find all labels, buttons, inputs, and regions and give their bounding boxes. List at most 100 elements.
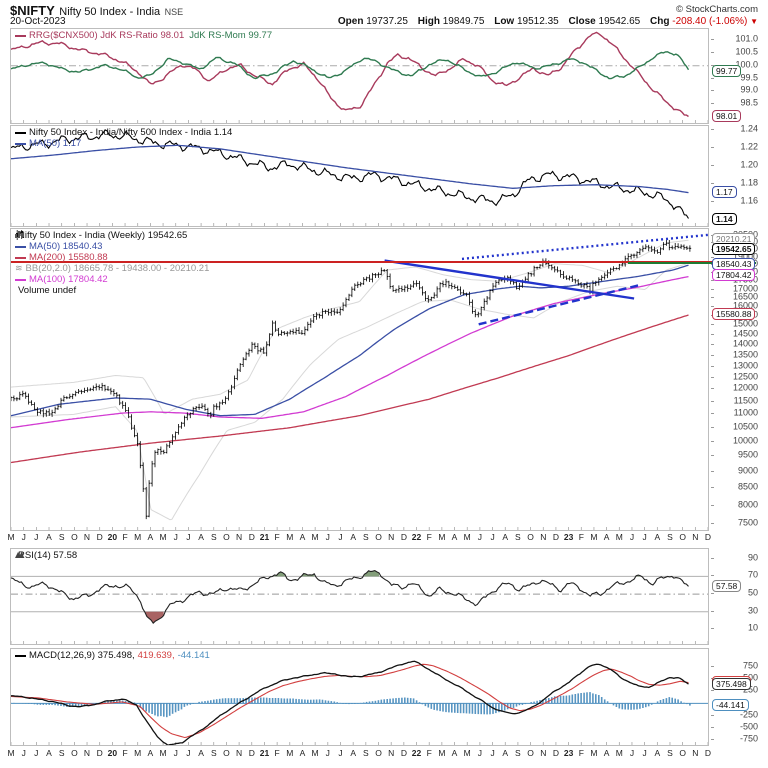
chg-label: Chg	[650, 16, 670, 27]
price-legend: Nifty 50 Index - India (Weekly) 19542.65…	[15, 230, 209, 296]
x-axis-label: J	[325, 532, 330, 542]
x-axis-label: A	[451, 748, 458, 758]
x-axis-label: A	[198, 532, 204, 542]
y-axis-label: 14000	[732, 338, 758, 349]
x-axis-label: M	[159, 748, 167, 758]
macd-panel: MACD(12,26,9) 375.498, 419.639, -44.141	[10, 648, 709, 746]
ma200-legend: MA(200) 15580.88	[29, 252, 108, 263]
price-chart-svg	[11, 233, 708, 530]
x-axis-label: S	[515, 748, 521, 758]
x-axis-label: A	[603, 748, 610, 758]
y-axis-label: 11500	[733, 395, 758, 406]
rsi-legend-text: RSI(14) 57.58	[18, 550, 78, 561]
ma200-line-icon	[15, 256, 26, 259]
y-axis-label: 50	[747, 587, 758, 598]
x-axis-label: N	[692, 532, 699, 542]
price-legend-text: Nifty 50 Index - India (Weekly) 19542.65	[18, 230, 188, 241]
y-axis-label: 70	[747, 569, 758, 580]
y-axis-label: 250	[742, 684, 758, 695]
x-axis-label: J	[186, 748, 191, 758]
rs-ratio-legend: RRG($CNX500) JdK RS-Ratio 98.01	[29, 30, 185, 41]
support-line-green	[628, 262, 756, 264]
x-axis-label: A	[299, 532, 306, 542]
x-axis-label: N	[692, 748, 699, 758]
ohlc-quote: Open 19737.25 High 19849.75 Low 19512.35…	[331, 16, 758, 27]
value-badge: 57.58	[712, 580, 742, 592]
x-axis-label: A	[198, 748, 204, 758]
x-axis-label: O	[527, 532, 534, 542]
rsi-chart-svg	[11, 570, 708, 644]
x-axis-label: 21	[259, 532, 270, 542]
x-axis-label: N	[388, 532, 395, 542]
x-axis-label: M	[463, 748, 471, 758]
x-axis-label: M	[7, 532, 15, 542]
y-axis-label: 10	[747, 622, 758, 633]
ma50-line-icon	[15, 245, 26, 248]
x-axis-label: O	[679, 748, 686, 758]
x-axis-label: J	[34, 532, 39, 542]
x-axis-label: S	[210, 748, 217, 758]
close-value: 19542.65	[598, 16, 641, 27]
x-axis-label: A	[502, 748, 509, 758]
x-axis-label: 21	[259, 748, 270, 758]
x-axis-label: N	[388, 748, 395, 758]
nifty-50-nifty-500-ratio-line	[11, 129, 689, 219]
x-axis-label: A	[350, 748, 357, 758]
macd-signal-legend: 419.639,	[137, 650, 175, 661]
x-axis-label: J	[21, 748, 26, 758]
x-axis-label: J	[629, 748, 635, 758]
ma50-legend: MA(50) 18540.43	[29, 241, 103, 252]
rsi-y-axis: 90 70 50 30 10 57.58	[711, 548, 768, 645]
x-axis-label: F	[578, 748, 584, 758]
x-axis-label: M	[615, 748, 623, 758]
y-axis-label: -500	[739, 721, 758, 732]
y-axis-label: 1.24	[740, 123, 758, 134]
x-axis-label: M	[590, 532, 598, 542]
x-axis-label: 22	[411, 532, 422, 542]
x-axis-label: O	[223, 748, 230, 758]
y-axis-label: 98.5	[740, 97, 758, 108]
x-axis-label: J	[338, 532, 343, 542]
x-axis-label: M	[286, 532, 294, 542]
trendline-dotted	[461, 233, 708, 261]
x-axis-label: F	[274, 748, 280, 758]
value-badge: 375.498	[712, 678, 751, 690]
x-axis-label: F	[122, 748, 128, 758]
y-axis-label: 8500	[737, 481, 758, 492]
x-axis-label: J	[629, 532, 635, 542]
y-axis-label: 1.18	[740, 177, 758, 188]
stockcharts-credit: © StockCharts.com	[676, 4, 758, 15]
y-axis-label: 17000	[732, 283, 758, 294]
resistance-line-red	[11, 261, 727, 263]
x-axis-label: O	[375, 532, 382, 542]
x-axis-label: S	[667, 748, 673, 758]
x-axis-label: D	[400, 748, 407, 758]
x-axis-label: M	[311, 532, 319, 542]
ratio-line-icon	[15, 131, 26, 134]
y-axis-label: 9500	[737, 449, 758, 460]
macd-legend-text: MACD(12,26,9) 375.498,	[29, 650, 135, 661]
x-axis-label: S	[362, 748, 369, 758]
ma100-line-icon	[15, 278, 26, 281]
header-title: $NIFTY Nifty 50 Index - India NSE	[10, 2, 183, 20]
bollinger-bands-icon: ≋	[15, 263, 23, 273]
y-axis-label: 100.5	[735, 46, 758, 57]
x-axis-label: F	[426, 748, 432, 758]
high-label: High	[417, 16, 440, 27]
symbol-name: Nifty 50 Index - India	[59, 6, 161, 18]
x-axis-label: D	[552, 748, 559, 758]
trendline-solid	[384, 259, 635, 300]
x-axis-label: J	[477, 748, 483, 758]
x-axis-label: A	[654, 748, 661, 758]
down-arrow-icon[interactable]: ▼	[750, 17, 758, 26]
x-axis-label: S	[362, 532, 369, 542]
x-axis-label: J	[34, 748, 39, 758]
price-y-axis: 2050020000195001900018500180001750017000…	[711, 228, 768, 531]
x-axis-label: D	[248, 748, 255, 758]
x-axis-label: A	[46, 532, 52, 542]
y-axis-label: -250	[739, 709, 758, 720]
x-axis-label: J	[642, 748, 647, 758]
x-axis-label: D	[96, 748, 103, 758]
y-axis-label: 14500	[732, 328, 758, 339]
